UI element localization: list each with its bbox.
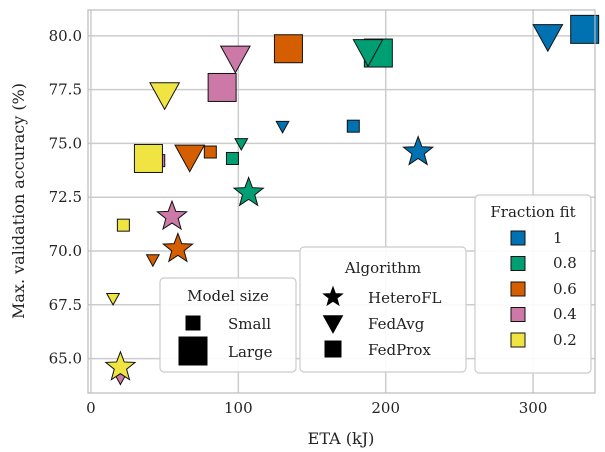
legend-fraction-06-marker: [510, 281, 526, 297]
legend-fraction-06-label: 0.6: [553, 280, 577, 298]
data-points: [104, 14, 600, 386]
point-fedavg-fraction-1-large: [532, 24, 564, 53]
legend-fraction-box: [474, 194, 592, 374]
legend-size-small-label: Small: [228, 315, 271, 333]
point-fedavg-fraction-04-large: [219, 45, 251, 74]
y-ticks: 65.0 67.5 70.0 72.5 75.0 77.5 80.0: [49, 27, 82, 368]
point-fedprox-fraction-08-small: [225, 151, 239, 165]
point-fedprox-fraction-02-large: [133, 143, 163, 173]
legend-algorithm-fedavg-label: FedAvg: [368, 315, 425, 333]
y-tick-label: 75.0: [49, 134, 82, 152]
point-fedavg-fraction-08-large: [352, 39, 384, 68]
legend-algorithm-fedprox-label: FedProx: [368, 341, 431, 359]
point-heterofl-fraction-08-large: [232, 176, 265, 207]
legend-algorithm-fedprox-marker: [324, 340, 342, 358]
x-tick-label: 300: [519, 399, 548, 417]
point-heterofl-fraction-04-large: [156, 199, 189, 231]
legend-algorithm-heterofl-marker: [322, 285, 344, 307]
legend-fraction-08-marker: [510, 256, 526, 271]
legend-fraction-08-label: 0.8: [553, 254, 577, 272]
legend-algorithm-title: Algorithm: [344, 259, 421, 277]
point-fedprox-fraction-06-small: [203, 145, 217, 159]
legend-size-large-label: Large: [228, 343, 273, 361]
point-fedavg-fraction-08-small: [234, 138, 249, 152]
legend-algorithm: Algorithm HeteroFL FedAvg FedProx: [299, 246, 467, 373]
x-tick-label: 100: [224, 399, 253, 417]
point-fedavg-fraction-06-large: [174, 144, 206, 173]
point-heterofl-fraction-06-large: [161, 232, 194, 263]
y-axis-title: Max. validation accuracy (%): [9, 83, 28, 319]
x-tick-label: 0: [86, 399, 96, 417]
legend-fraction-fit: Fraction fit 1 0.8 0.6 0.4 0.2: [474, 194, 592, 374]
legend-fraction-title: Fraction fit: [490, 203, 575, 221]
y-tick-label: 80.0: [49, 27, 82, 45]
point-fedavg-fraction-02-large: [149, 82, 181, 111]
x-axis-title: ETA (kJ): [308, 429, 375, 448]
point-fedprox-fraction-06-large: [273, 34, 303, 64]
legend-fraction-02-marker: [510, 332, 526, 348]
point-fedavg-fraction-1-small: [275, 120, 290, 134]
point-heterofl-fraction-02-large: [104, 350, 137, 381]
legend-size-large-marker: [178, 336, 208, 366]
legend-size-small-marker: [185, 315, 201, 331]
y-tick-label: 67.5: [49, 296, 82, 314]
point-fedavg-fraction-02-small: [105, 293, 121, 306]
legend-model-size: Model size Small Large: [159, 277, 297, 373]
y-tick-label: 65.0: [49, 350, 82, 368]
legend-fraction-1-marker: [510, 230, 526, 246]
point-fedprox-fraction-04-large: [207, 72, 237, 102]
plot-frame: [87, 9, 596, 394]
legend-fraction-04-marker: [510, 307, 526, 322]
legend-fraction-02-label: 0.2: [553, 331, 577, 349]
point-heterofl-fraction-1-large: [402, 135, 435, 166]
legend-fraction-1-label: 1: [553, 229, 563, 247]
y-tick-label: 70.0: [49, 242, 82, 260]
x-tick-label: 200: [371, 399, 400, 417]
legend-model-size-title: Model size: [187, 287, 269, 305]
legend-algorithm-heterofl-label: HeteroFL: [368, 289, 441, 307]
point-fedprox-fraction-1-small: [346, 119, 360, 133]
x-ticks: 0 100 200 300: [86, 399, 547, 417]
point-fedprox-fraction-1-large: [570, 14, 600, 44]
y-tick-label: 72.5: [49, 188, 82, 206]
point-fedavg-fraction-06-small: [145, 254, 160, 268]
legend-fraction-04-label: 0.4: [553, 305, 577, 323]
point-fedprox-fraction-02-small: [116, 218, 130, 232]
legend-algorithm-fedavg-marker: [322, 315, 344, 334]
y-tick-label: 77.5: [49, 81, 82, 99]
